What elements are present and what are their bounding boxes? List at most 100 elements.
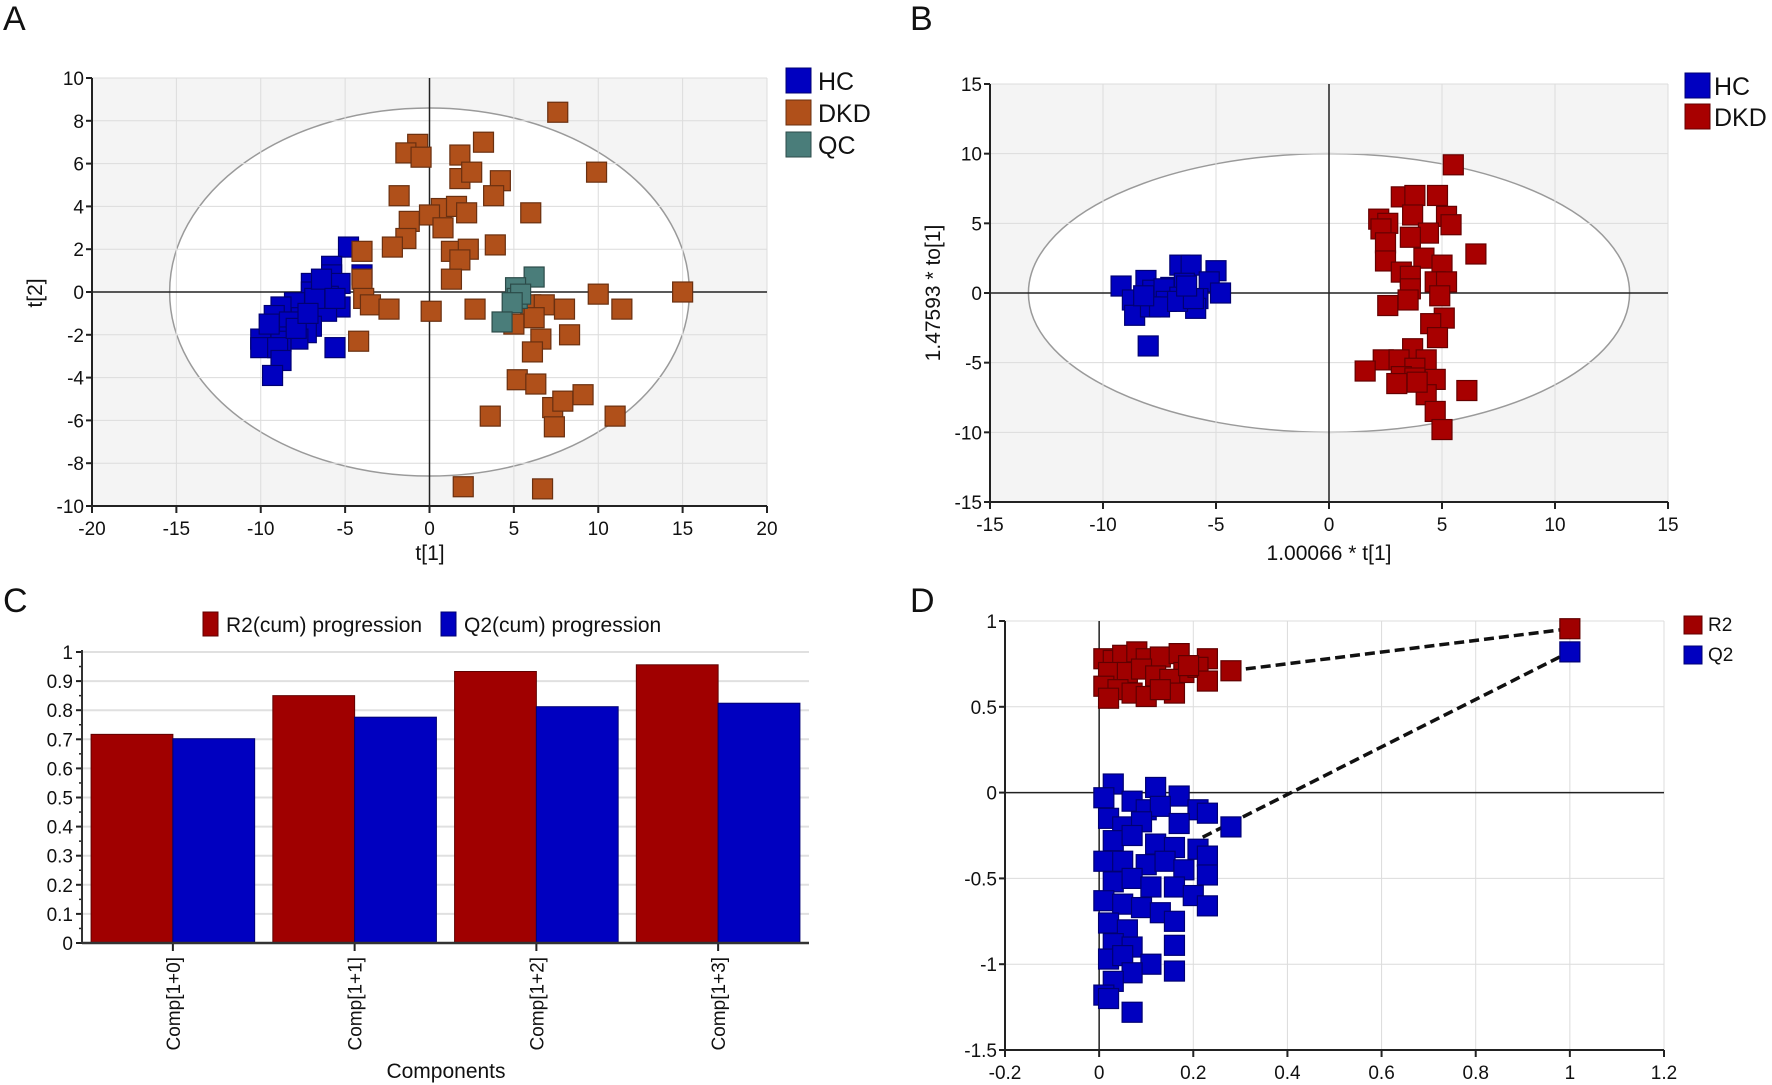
x-tick-label: 0 bbox=[1094, 1063, 1105, 1084]
x-tick-label: Comp[1+0] bbox=[164, 957, 185, 1050]
point-dkd bbox=[1404, 184, 1426, 207]
point-q2 bbox=[1140, 953, 1162, 975]
point-q2 bbox=[1154, 850, 1176, 872]
x-tick-label: 0.4 bbox=[1274, 1063, 1301, 1084]
y-tick-label: 0 bbox=[73, 283, 84, 304]
point-dkd bbox=[1377, 294, 1399, 317]
point-dkd bbox=[521, 341, 544, 363]
point-dkd bbox=[484, 234, 506, 256]
point-r2 bbox=[1149, 679, 1171, 701]
point-r2 bbox=[1220, 660, 1242, 682]
trend-line-r2 bbox=[1230, 626, 1571, 673]
panel-label: B bbox=[910, 0, 933, 38]
y-tick-label: -0.5 bbox=[964, 869, 997, 890]
point-hc bbox=[324, 287, 346, 310]
point-dkd bbox=[420, 300, 442, 322]
bar-r2 bbox=[272, 695, 356, 944]
y-tick-label: -15 bbox=[955, 493, 982, 514]
point-dkd bbox=[1413, 247, 1435, 269]
point-q2 bbox=[1121, 824, 1143, 847]
point-r2 bbox=[1177, 655, 1200, 677]
point-dkd bbox=[1465, 243, 1487, 265]
point-q2 bbox=[1168, 812, 1190, 835]
point-r2 bbox=[1196, 670, 1219, 692]
x-tick-label: 0.8 bbox=[1463, 1063, 1489, 1084]
point-hc bbox=[1209, 282, 1232, 304]
x-tick-label: -20 bbox=[78, 519, 105, 540]
point-dkd bbox=[1417, 222, 1440, 244]
point-q2 bbox=[1130, 896, 1153, 919]
y-tick-label: 15 bbox=[961, 75, 982, 96]
point-dkd bbox=[1431, 418, 1453, 441]
y-tick-label: 5 bbox=[971, 214, 982, 235]
point-dkd bbox=[523, 307, 545, 329]
y-tick-label: 0.8 bbox=[47, 701, 73, 722]
y-tick-label: 1 bbox=[62, 643, 73, 664]
y-tick-label: 0.7 bbox=[47, 730, 73, 751]
point-dkd bbox=[449, 249, 471, 271]
point-dkd bbox=[547, 101, 569, 123]
legend-swatch-dkd bbox=[785, 99, 812, 126]
point-dkd bbox=[1429, 285, 1451, 307]
point-dkd bbox=[456, 202, 478, 224]
y-tick-label: 2 bbox=[73, 240, 84, 261]
point-dkd bbox=[1426, 184, 1449, 207]
point-dkd bbox=[558, 324, 581, 346]
point-dkd bbox=[585, 161, 608, 183]
point-r2 bbox=[1149, 646, 1171, 668]
point-q2 bbox=[1093, 787, 1115, 809]
point-q2 bbox=[1196, 864, 1219, 886]
y-tick-label: 0.5 bbox=[47, 789, 73, 810]
point-q2 bbox=[1163, 934, 1186, 956]
point-q2 bbox=[1112, 893, 1134, 915]
x-tick-label: 20 bbox=[756, 519, 777, 540]
point-dkd bbox=[432, 217, 454, 239]
point-q2 bbox=[1145, 776, 1167, 799]
y-tick-label: 10 bbox=[961, 145, 982, 166]
x-tick-label: -15 bbox=[163, 519, 190, 540]
x-tick-label: Comp[1+1] bbox=[346, 957, 367, 1050]
y-tick-label: -10 bbox=[57, 497, 84, 518]
panel-a: A-20 -15 -10 -5 0 5 10 15 20-10-8-6-4-20246810t[… bbox=[3, 0, 871, 565]
x-tick-label: 15 bbox=[1657, 515, 1678, 536]
point-hc bbox=[1133, 285, 1155, 307]
point-q2 bbox=[1196, 845, 1219, 867]
x-tick-label: -5 bbox=[337, 519, 354, 540]
legend-label-hc: HC bbox=[818, 68, 854, 96]
panel-label: C bbox=[3, 582, 28, 620]
point-dkd bbox=[587, 283, 609, 305]
y-tick-label: 1 bbox=[986, 612, 997, 633]
y-tick-label: 0 bbox=[62, 934, 73, 955]
point-q2 bbox=[1140, 876, 1162, 898]
point-q2 bbox=[1196, 895, 1219, 917]
y-tick-label: 0.6 bbox=[47, 759, 73, 780]
y-tick-label: -10 bbox=[955, 423, 982, 444]
x-tick-label: -15 bbox=[976, 515, 1003, 536]
y-tick-label: 0.3 bbox=[47, 847, 73, 868]
y-tick-label: 10 bbox=[63, 69, 84, 90]
point-dkd bbox=[520, 202, 542, 224]
point-q2 bbox=[1163, 960, 1186, 982]
x-tick-label: 5 bbox=[509, 519, 520, 540]
legend-label-qc: QC bbox=[818, 132, 856, 160]
y-tick-label: 0.1 bbox=[47, 905, 73, 926]
x-tick-label: Comp[1+3] bbox=[709, 957, 730, 1050]
bar-q2 bbox=[717, 702, 801, 944]
point-dkd bbox=[464, 298, 486, 320]
point-dkd bbox=[1354, 360, 1376, 382]
trend-line-q2 bbox=[1201, 650, 1571, 839]
point-hc bbox=[297, 302, 319, 324]
point-q2 bbox=[1093, 850, 1115, 872]
x-tick-label: 10 bbox=[1544, 515, 1565, 536]
point-dkd bbox=[479, 405, 501, 427]
x-axis-title: t[1] bbox=[415, 542, 444, 565]
point-q2 bbox=[1168, 785, 1190, 807]
point-dkd bbox=[506, 369, 528, 391]
y-tick-label: 0 bbox=[971, 284, 982, 305]
y-tick-label: 0.2 bbox=[47, 876, 73, 897]
y-tick-label: 0.5 bbox=[971, 698, 997, 719]
point-q2 bbox=[1102, 830, 1124, 852]
point-hc bbox=[1180, 254, 1202, 276]
bar-r2 bbox=[635, 664, 719, 944]
